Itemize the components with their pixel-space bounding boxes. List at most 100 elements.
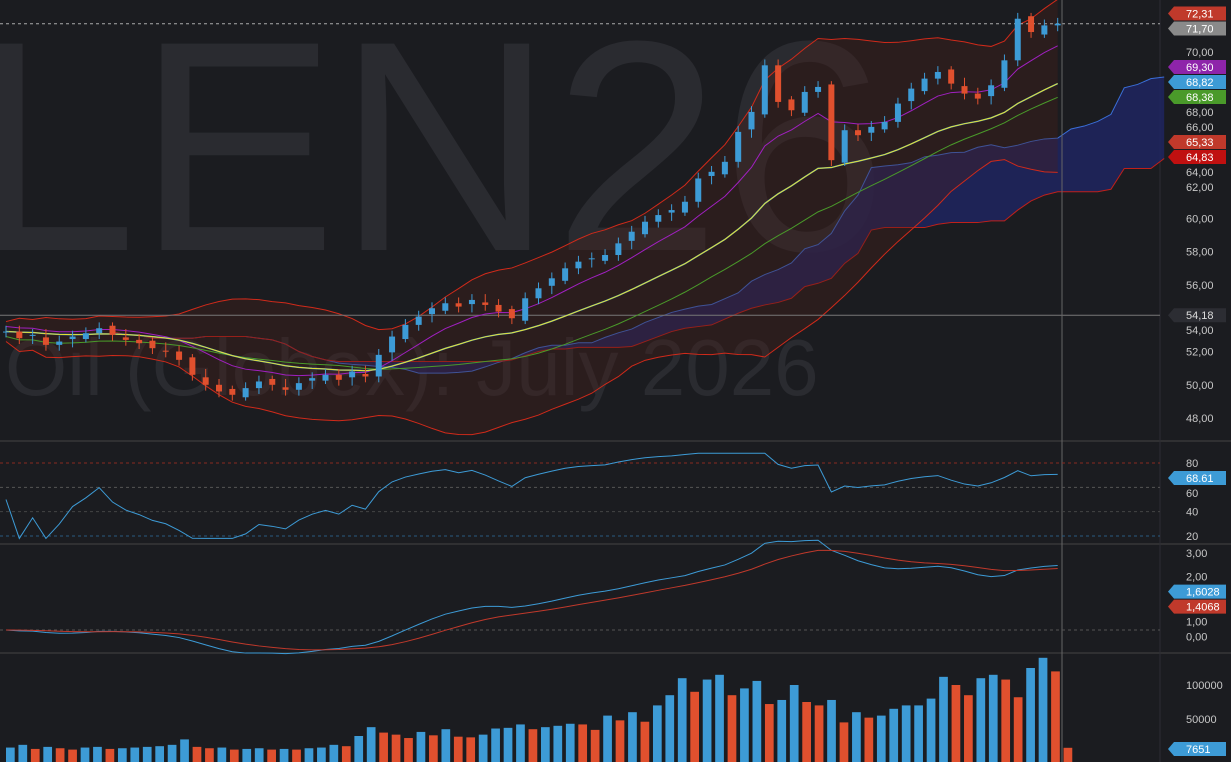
cloud-span-b	[112, 158, 1165, 363]
candle-body	[921, 78, 928, 92]
volume-bar	[1026, 668, 1035, 762]
rsi-tick: 80	[1186, 458, 1198, 470]
price-tick: 50,00	[1186, 380, 1214, 392]
volume-bar	[93, 746, 102, 762]
price-tick: 60,00	[1186, 213, 1214, 225]
candle-body	[1041, 25, 1048, 35]
volume-bar	[939, 676, 948, 762]
volume-bar	[205, 748, 214, 762]
price-label: 65,33	[1168, 135, 1226, 149]
macd-label-text: 1,6028	[1186, 587, 1220, 599]
candle-body	[801, 91, 808, 113]
price-label: 69,30	[1168, 60, 1226, 74]
candle-body	[575, 261, 582, 269]
rsi-label: 68.61	[1168, 471, 1226, 485]
sma-green	[5, 96, 1058, 370]
rsi-tick: 60	[1186, 488, 1198, 500]
candle-body	[309, 378, 316, 381]
volume-bar	[628, 712, 637, 762]
candle-body	[176, 351, 183, 360]
volume-bar	[130, 747, 140, 762]
candle-body	[908, 88, 915, 102]
volume-bar	[229, 749, 239, 762]
bollinger-lower	[5, 159, 1058, 436]
price-label-text: 71,70	[1186, 24, 1214, 36]
volume-bar	[640, 721, 650, 762]
price-label-bg	[1168, 75, 1226, 89]
volume-bar	[964, 695, 973, 762]
price-label-bg	[1168, 6, 1226, 21]
volume-bar	[6, 747, 15, 762]
volume-bar	[105, 748, 115, 762]
volume-bar	[1038, 657, 1048, 762]
volume-bar	[279, 748, 289, 762]
volume-bar	[690, 691, 700, 762]
price-label: 68,38	[1168, 90, 1226, 104]
hline-label: 54,18	[1168, 308, 1226, 323]
price-label: 68,82	[1168, 75, 1226, 89]
volume-bar	[1063, 747, 1073, 762]
price-tick: 70,00	[1186, 47, 1214, 59]
price-label-text: 72,31	[1186, 9, 1214, 21]
candle-body	[761, 65, 768, 115]
macd-tick: 1,00	[1186, 617, 1207, 629]
volume-bar	[777, 699, 787, 762]
volume-bar	[789, 685, 799, 762]
candle-body	[389, 336, 396, 353]
volume-bar	[1013, 697, 1023, 762]
candle-body	[415, 316, 422, 325]
candle-body	[442, 303, 449, 311]
volume-bar	[68, 749, 77, 762]
price-label-bg	[1168, 150, 1226, 164]
candle-body	[868, 126, 875, 133]
volume-bar	[590, 729, 600, 762]
candle-body	[349, 371, 356, 378]
candle-body	[468, 299, 475, 305]
volume-bar	[914, 705, 923, 762]
candle-body	[988, 85, 995, 97]
candle-body	[482, 302, 489, 305]
volume-bar	[354, 736, 364, 762]
volume-bar	[55, 748, 65, 762]
volume-bar	[329, 744, 339, 762]
volume-bar	[652, 705, 662, 762]
price-label-bg	[1168, 60, 1226, 74]
volume-bar	[541, 727, 550, 762]
candle-body	[588, 258, 595, 260]
volume-bar	[976, 678, 986, 762]
candle-body	[948, 69, 955, 84]
price-tick: 64,00	[1186, 167, 1214, 179]
candle-body	[934, 71, 941, 79]
volume-bar	[43, 746, 53, 762]
price-label: 64,83	[1168, 150, 1226, 164]
volume-bar	[142, 746, 152, 762]
candle-body	[841, 130, 848, 163]
candle-body	[96, 328, 103, 334]
candle-body	[69, 336, 76, 340]
volume-bar	[677, 678, 687, 762]
candle-body	[855, 130, 861, 136]
macd-tick: 0,00	[1186, 632, 1207, 644]
volume-bar	[416, 731, 426, 762]
candle-body	[29, 334, 36, 336]
volume-bar	[876, 715, 886, 762]
candle-body	[1028, 16, 1035, 33]
candle-body	[522, 298, 529, 321]
volume-bar	[155, 746, 165, 762]
volume-bar	[839, 722, 849, 762]
volume-bar	[802, 702, 811, 762]
candle-body	[615, 243, 622, 256]
volume-bar	[553, 725, 563, 762]
candle-body	[189, 357, 196, 375]
candle-body	[668, 210, 675, 213]
volume-label-bg	[1168, 742, 1226, 756]
candle-body	[322, 374, 329, 381]
volume-bar	[341, 746, 351, 762]
rsi-tick: 40	[1186, 507, 1198, 519]
price-label-text: 65,33	[1186, 137, 1214, 149]
candle-body	[109, 325, 116, 335]
price-tick: 58,00	[1186, 247, 1214, 259]
volume-bar	[217, 747, 227, 762]
volume-bar	[317, 747, 326, 762]
